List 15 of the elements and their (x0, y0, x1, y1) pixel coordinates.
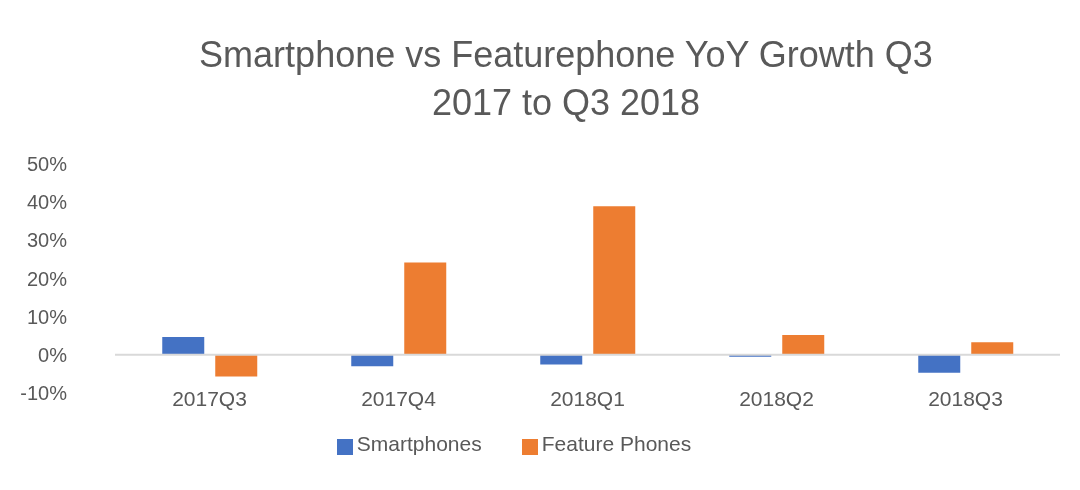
x-tick-label: 2018Q3 (928, 386, 1003, 410)
y-tick-label: 50% (26, 153, 68, 176)
y-tick-label: -10% (20, 382, 68, 405)
x-tick-label: 2018Q2 (739, 386, 814, 410)
y-tick-label: 40% (26, 191, 68, 214)
legend-label: Smartphones (356, 432, 482, 455)
y-tick-label: 30% (26, 229, 68, 252)
y-tick-label: 10% (26, 305, 68, 328)
y-tick-label: 20% (26, 267, 68, 290)
y-tick-label: 0% (38, 343, 68, 366)
x-tick-label: 2017Q3 (172, 386, 247, 410)
x-tick-label: 2017Q4 (361, 386, 437, 410)
chart-title: Smartphone vs Featurephone YoY Growth Q3 2017 to Q3 2018 (198, 33, 934, 125)
legend-label: Feature Phones (541, 432, 692, 455)
x-tick-label: 2018Q1 (550, 386, 625, 410)
